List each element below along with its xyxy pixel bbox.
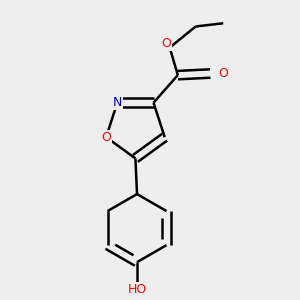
Text: O: O [101,130,111,144]
Text: O: O [218,67,228,80]
Text: N: N [112,96,122,109]
Text: O: O [161,37,171,50]
Text: HO: HO [128,283,147,296]
